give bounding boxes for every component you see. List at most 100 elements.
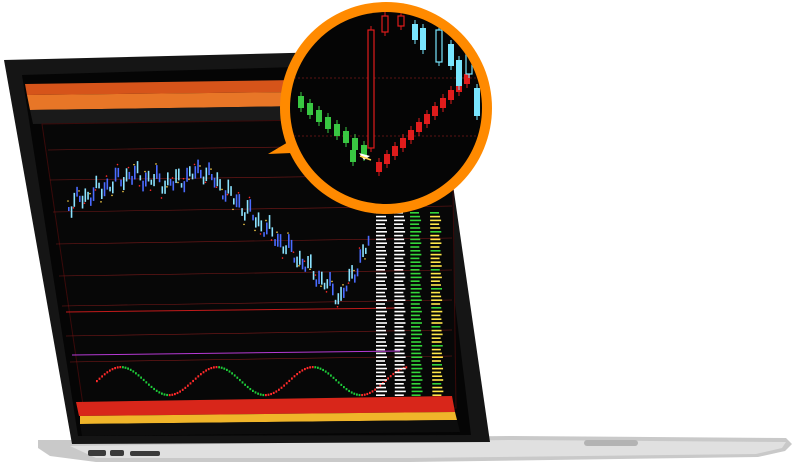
- indicator-dot: [149, 189, 152, 192]
- indicator-dot: [105, 175, 108, 177]
- candle: [208, 162, 210, 176]
- indicator-dot: [281, 257, 284, 259]
- candle: [153, 173, 155, 187]
- number-cell: [394, 337, 404, 339]
- candle: [337, 293, 340, 305]
- candle: [274, 239, 276, 246]
- oscillator-point: [384, 379, 387, 382]
- oscillator-point: [228, 370, 231, 373]
- candle: [145, 172, 147, 187]
- number-cell: [376, 352, 386, 355]
- candle: [197, 159, 199, 174]
- number-cell: [410, 227, 421, 229]
- number-cell: [430, 223, 440, 225]
- number-cell: [411, 348, 421, 351]
- candle: [351, 265, 353, 279]
- oscillator-point: [140, 376, 142, 379]
- oscillator-point: [270, 392, 272, 396]
- candle: [321, 271, 323, 285]
- number-cell: [376, 341, 386, 343]
- number-cell: [410, 295, 421, 298]
- number-cell: [432, 371, 442, 374]
- number-cell: [394, 314, 404, 317]
- magnified-candle: [440, 98, 446, 108]
- oscillator-point: [122, 366, 124, 369]
- number-cell: [376, 246, 385, 248]
- magnified-candle: [334, 124, 340, 136]
- candle: [299, 250, 301, 265]
- number-cell: [376, 367, 387, 370]
- number-cell: [376, 272, 386, 275]
- number-cell: [376, 219, 387, 222]
- number-cell: [411, 360, 421, 362]
- oscillator-point: [353, 392, 356, 395]
- number-cell: [430, 284, 441, 286]
- oscillator-point: [153, 387, 155, 391]
- magnified-candle: [307, 103, 313, 115]
- candle: [117, 167, 120, 178]
- number-cell: [394, 250, 405, 252]
- base-hinge-notch: [584, 440, 638, 446]
- oscillator-point: [257, 392, 259, 395]
- number-cell: [376, 307, 386, 309]
- candle: [167, 172, 169, 186]
- number-cell: [394, 227, 405, 229]
- oscillator-point: [293, 375, 296, 378]
- candle: [252, 214, 254, 221]
- number-cell: [394, 356, 406, 358]
- candle: [332, 283, 334, 296]
- indicator-dot: [276, 231, 278, 233]
- number-cell: [430, 250, 441, 252]
- oscillator-point: [210, 366, 213, 370]
- number-cell: [410, 257, 420, 260]
- number-cell: [431, 291, 441, 294]
- indicator-dot: [364, 258, 366, 260]
- indicator-dot: [100, 201, 102, 203]
- candle: [296, 256, 298, 268]
- number-cell: [410, 314, 420, 317]
- indicator-dot: [347, 282, 350, 284]
- number-cell: [411, 326, 420, 328]
- oscillator-point: [236, 376, 239, 379]
- oscillator-point: [379, 384, 382, 387]
- magnified-candle: [408, 130, 414, 140]
- candle: [150, 179, 153, 185]
- number-cell: [410, 238, 421, 241]
- number-cell: [376, 333, 387, 336]
- usb-port: [110, 450, 124, 456]
- indicator-dot: [133, 163, 135, 166]
- oscillator-point: [168, 393, 171, 397]
- candle: [348, 268, 351, 282]
- number-cell: [394, 307, 405, 309]
- oscillator-point: [285, 382, 288, 385]
- candle: [175, 169, 177, 184]
- candle: [178, 168, 180, 181]
- indicator-dot: [83, 202, 86, 204]
- number-cell: [376, 348, 385, 351]
- magnified-candle: [456, 60, 462, 86]
- number-cell: [432, 383, 442, 385]
- indicator-dot: [116, 163, 119, 166]
- indicator-dot: [287, 232, 289, 234]
- number-cell: [410, 291, 420, 294]
- number-cell: [411, 386, 422, 389]
- candle: [84, 188, 87, 202]
- oscillator-point: [267, 393, 270, 396]
- indicator-dot: [67, 200, 69, 202]
- candle: [219, 179, 221, 191]
- candle: [304, 266, 307, 272]
- number-cell: [376, 231, 387, 233]
- oscillator-point: [220, 366, 223, 369]
- oscillator-point: [392, 372, 395, 376]
- indicator-dot: [292, 251, 295, 253]
- candle: [128, 171, 131, 180]
- indicator-dot: [232, 208, 234, 211]
- magnified-candle: [432, 106, 438, 116]
- number-cell: [394, 348, 404, 351]
- number-cell: [431, 322, 443, 324]
- indicator-dot: [325, 291, 328, 293]
- oscillator-point: [213, 366, 215, 369]
- number-cell: [431, 356, 443, 358]
- number-cell: [376, 310, 387, 313]
- number-cell: [410, 215, 421, 218]
